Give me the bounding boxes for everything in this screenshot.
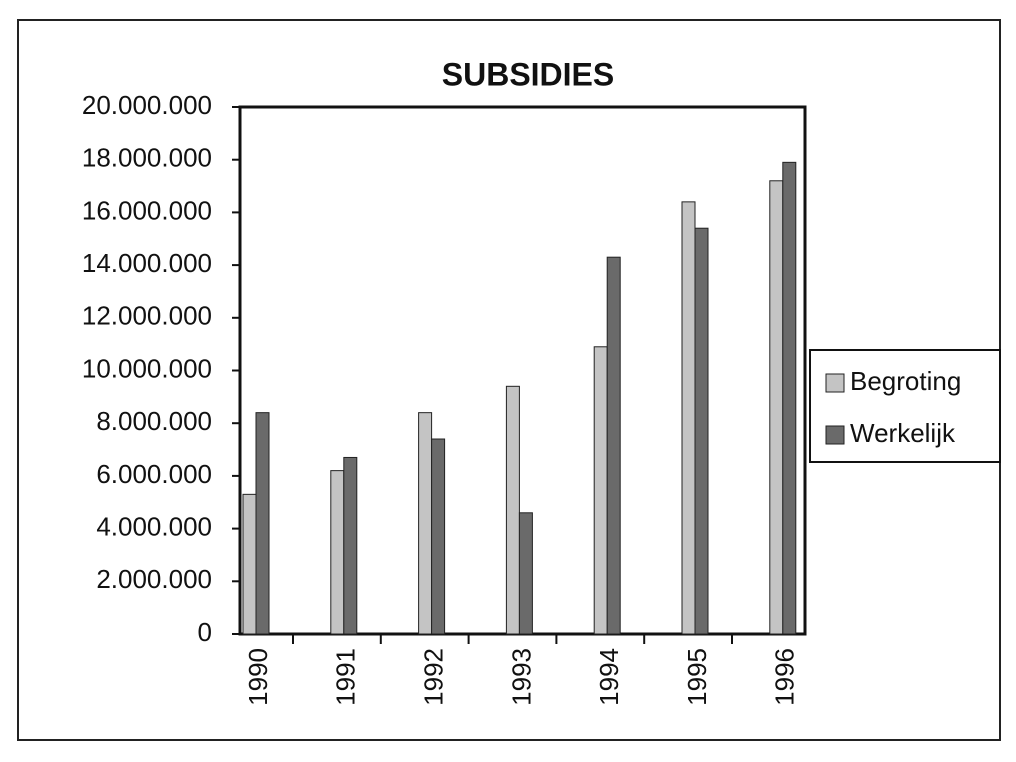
y-tick-label: 6.000.000 [96, 459, 212, 489]
y-tick-label: 20.000.000 [82, 90, 212, 120]
bar [681, 201, 696, 635]
y-tick-label: 10.000.000 [82, 353, 212, 383]
bar [343, 456, 358, 635]
y-tick-label: 2.000.000 [96, 564, 212, 594]
bar [255, 412, 270, 635]
y-tick-label: 14.000.000 [82, 248, 212, 278]
x-tick-label: 1995 [682, 648, 712, 706]
y-tick-label: 18.000.000 [82, 143, 212, 173]
legend-swatch [825, 373, 845, 393]
bar [769, 180, 784, 635]
bar [518, 512, 533, 635]
x-tick-label: 1992 [418, 648, 448, 706]
bar [606, 256, 621, 635]
y-tick-label: 4.000.000 [96, 511, 212, 541]
x-tick-label: 1996 [770, 648, 800, 706]
bar [242, 493, 257, 635]
bar [593, 346, 608, 635]
y-tick-label: 8.000.000 [96, 406, 212, 436]
bar [694, 227, 709, 635]
bar [431, 438, 446, 635]
legend-label: Begroting [850, 366, 961, 396]
chart-title: SUBSIDIES [442, 56, 614, 92]
bar [782, 161, 797, 635]
bar [418, 412, 433, 635]
y-tick-label: 16.000.000 [82, 195, 212, 225]
legend-swatch [825, 425, 845, 445]
x-tick-label: 1993 [506, 648, 536, 706]
x-tick-label: 1990 [243, 648, 273, 706]
y-tick-label: 12.000.000 [82, 301, 212, 331]
bar [330, 470, 345, 635]
x-tick-label: 1994 [594, 648, 624, 706]
bar [505, 385, 520, 635]
x-tick-label: 1991 [331, 648, 361, 706]
legend-label: Werkelijk [850, 418, 956, 448]
y-tick-label: 0 [198, 617, 212, 647]
